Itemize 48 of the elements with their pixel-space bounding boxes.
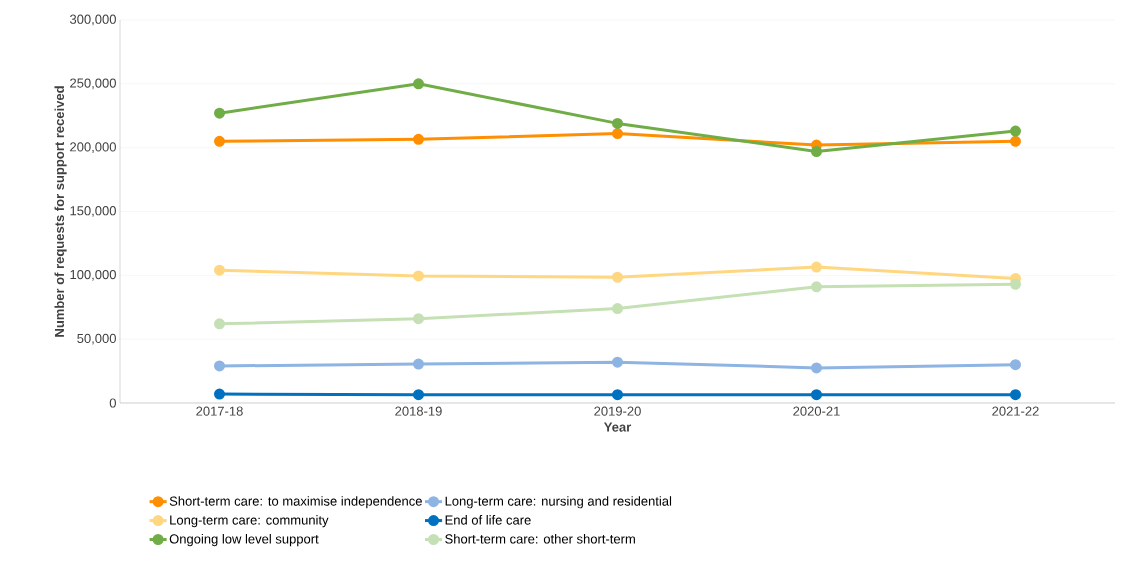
y-tick-label: 200,000 (70, 142, 116, 154)
point (612, 356, 623, 368)
point (1009, 135, 1021, 147)
point (612, 128, 623, 140)
y-tick-label: 150,000 (70, 206, 116, 217)
point (811, 389, 822, 401)
legend-label: Short-term care: other short-term (445, 534, 635, 544)
x-tick-label: 2020-21 (793, 406, 840, 416)
y-tick-label: 300,000 (69, 14, 116, 26)
point (413, 78, 425, 90)
y-tick-label: 100,000 (70, 269, 116, 281)
legend-label: End of life care (445, 515, 531, 525)
legend-label: Ongoing low level support (169, 534, 319, 547)
point (214, 264, 226, 276)
legend-label: Long-term care: nursing and residential (445, 496, 672, 509)
point (214, 318, 226, 330)
point (612, 389, 623, 401)
point (612, 303, 623, 315)
point (413, 389, 425, 401)
x-tick-label: 2019-20 (594, 406, 641, 416)
point (1009, 389, 1021, 401)
point (811, 281, 822, 293)
legend-label: Long-term care: community (170, 515, 329, 528)
point (1009, 125, 1021, 137)
y-tick-label: 0 (109, 398, 116, 408)
y-tick-label: 50,000 (77, 333, 116, 345)
point (811, 261, 822, 273)
x-tick-label: 2018-19 (395, 406, 442, 416)
point (214, 107, 226, 119)
y-tick-label: 250,000 (70, 78, 116, 90)
legend-label: Short-term care: to maximise independence (169, 496, 422, 509)
x-tick-label: 2017-18 (196, 406, 243, 416)
point (214, 135, 226, 147)
point (413, 313, 425, 325)
point (811, 362, 822, 374)
point (413, 270, 425, 282)
point (1009, 359, 1021, 371)
x-axis-title: Year (603, 422, 632, 432)
x-tick-label: 2021-22 (992, 406, 1039, 416)
point (413, 358, 425, 370)
point (413, 133, 425, 145)
point (612, 271, 623, 283)
point (612, 117, 623, 129)
point (1009, 278, 1021, 290)
point (214, 360, 226, 372)
y-axis-title: Number of requests for support received (54, 86, 67, 337)
point (214, 388, 226, 400)
point (811, 145, 822, 157)
